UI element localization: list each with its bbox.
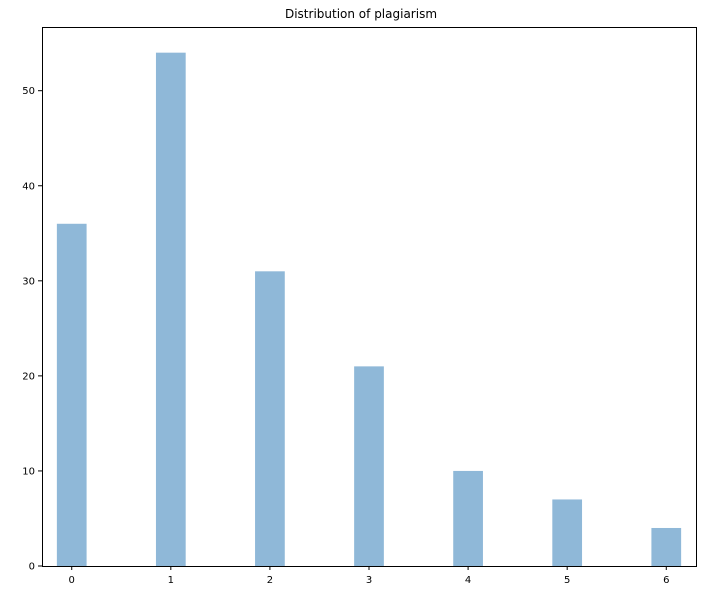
bar-1 (155, 52, 186, 566)
x-tick-label: 0 (69, 575, 75, 586)
x-tick-label: 4 (465, 575, 471, 586)
x-axis: 0 1 2 3 4 5 6 (69, 566, 669, 586)
y-axis: 0 10 20 30 40 50 (22, 86, 42, 573)
y-tick-label: 50 (22, 86, 35, 97)
x-tick-label: 1 (168, 575, 174, 586)
bar-2 (255, 271, 285, 566)
y-tick-label: 20 (22, 371, 35, 382)
bar-3 (354, 366, 384, 566)
bars-layer (56, 52, 682, 566)
x-tick-label: 2 (267, 575, 273, 586)
chart-title: Distribution of plagiarism (285, 7, 437, 21)
x-tick-label: 5 (564, 575, 570, 586)
y-tick-label: 30 (22, 276, 35, 287)
y-tick-label: 40 (22, 181, 35, 192)
bar-4 (453, 470, 483, 566)
y-tick-label: 10 (22, 466, 35, 477)
y-tick-label: 0 (29, 562, 35, 573)
bar-0 (56, 223, 87, 566)
bar-6 (651, 527, 682, 566)
plot-frame (42, 27, 697, 567)
x-tick-label: 6 (663, 575, 669, 586)
x-tick-label: 3 (366, 575, 372, 586)
bar-5 (552, 499, 583, 566)
